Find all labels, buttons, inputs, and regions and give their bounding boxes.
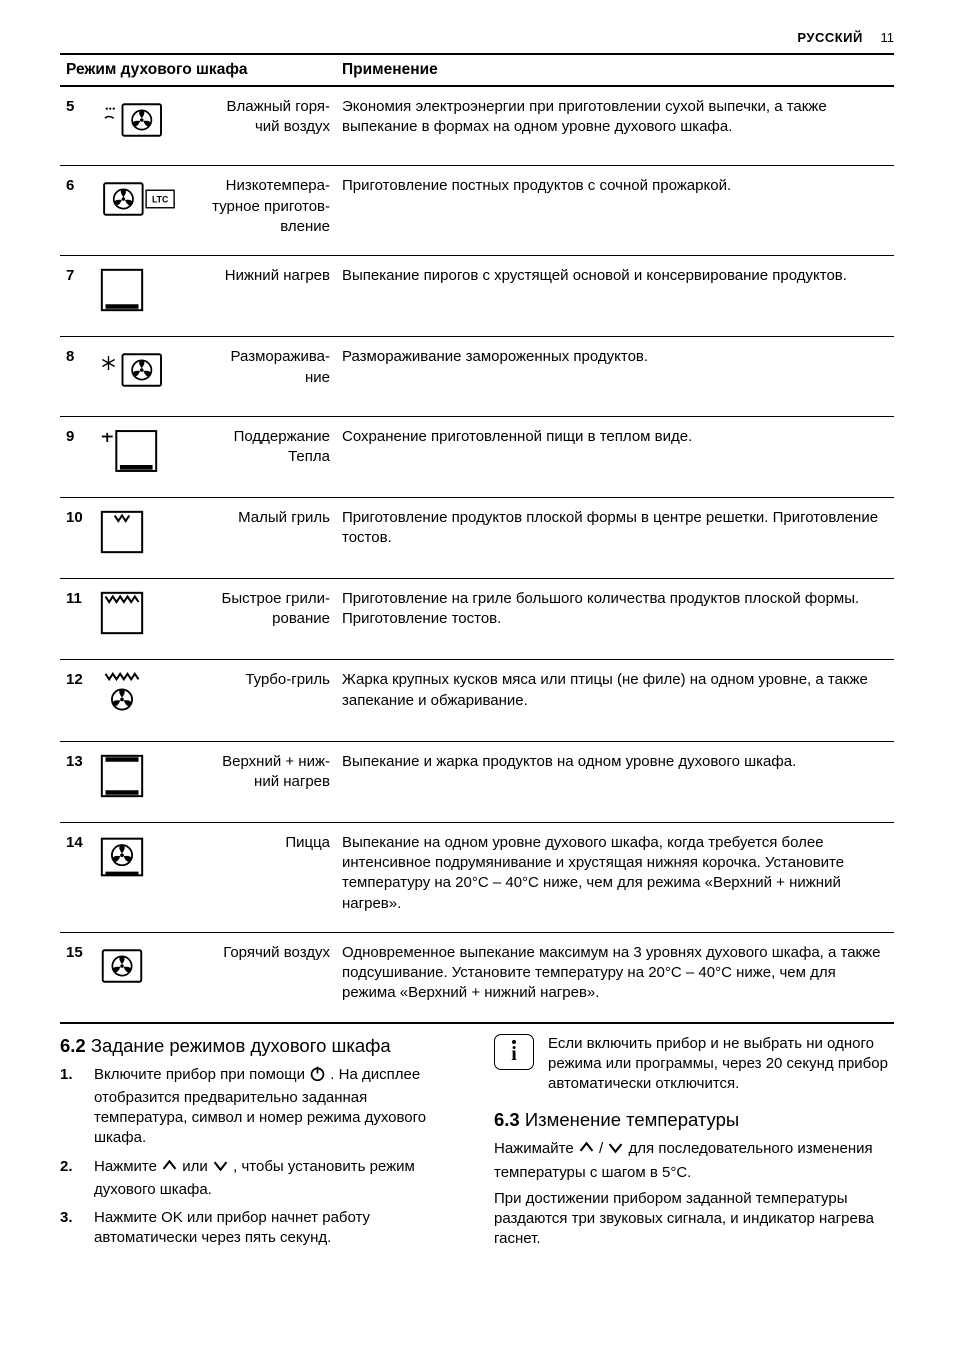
mode-name: Турбо-гриль xyxy=(186,660,336,741)
mode-application: Размораживание замороженных продуктов. xyxy=(336,337,894,416)
table-row: 12 Турбо-гриль Жарка крупных кусков мяса… xyxy=(60,660,894,741)
mode-application: Выпекание пирогов с хрустящей основой и … xyxy=(336,256,894,337)
table-head-apply: Применение xyxy=(336,54,894,86)
mode-name: Горячий воздух xyxy=(186,932,336,1022)
bottom-heat-icon xyxy=(100,268,144,318)
list-item: 2. Нажмите или , чтобы установить режим … xyxy=(60,1157,460,1201)
ok-label: OK xyxy=(161,1209,183,1226)
table-row: 6 Низкотемпера-турное приготов-вление Пр… xyxy=(60,166,894,256)
oven-modes-table: Режим духового шкафа Применение 5 Влажны… xyxy=(60,53,894,1024)
mode-application: Экономия электроэнергии при приготовлени… xyxy=(336,86,894,166)
table-head-mode: Режим духового шкафа xyxy=(60,54,336,86)
page-number: 11 xyxy=(881,30,895,45)
row-index: 7 xyxy=(60,256,94,337)
row-index: 13 xyxy=(60,741,94,822)
table-row: 14 Пицца Выпекание на одном уровне духов… xyxy=(60,822,894,932)
mode-application: Жарка крупных кусков мяса или птицы (не … xyxy=(336,660,894,741)
row-index: 15 xyxy=(60,932,94,1022)
mode-application: Выпекание на одном уровне духового шкафа… xyxy=(336,822,894,932)
moist-fan-icon xyxy=(100,99,166,147)
row-index: 5 xyxy=(60,86,94,166)
mode-name: Нижний нагрев xyxy=(186,256,336,337)
section-6-2-heading: 6.2 Задание режимов духового шкафа xyxy=(60,1034,460,1057)
table-row: 13 Верхний + ниж-ний нагрев Выпекание и … xyxy=(60,741,894,822)
mode-application: Приготовление постных продуктов с сочной… xyxy=(336,166,894,256)
mode-name: Быстрое грили-рование xyxy=(186,579,336,660)
row-index: 14 xyxy=(60,822,94,932)
table-row: 7 Нижний нагрев Выпекание пирогов с хрус… xyxy=(60,256,894,337)
keep-warm-icon xyxy=(100,429,158,479)
table-row: 5 Влажный горя-чий воздух Экономия элект… xyxy=(60,86,894,166)
page-header: РУССКИЙ 11 xyxy=(60,30,894,45)
chevron-up-icon xyxy=(578,1139,595,1162)
list-item: 1. Включите прибор при помощи . На диспл… xyxy=(60,1065,460,1149)
mode-name: Пицца xyxy=(186,822,336,932)
section-6-3-paragraph-2: При достижении прибором заданной темпера… xyxy=(494,1189,894,1250)
mode-application: Одновременное выпекание максимум на 3 ур… xyxy=(336,932,894,1022)
info-text: Если включить прибор и не выбрать ни одн… xyxy=(548,1034,894,1095)
row-index: 9 xyxy=(60,416,94,497)
mode-name: Влажный горя-чий воздух xyxy=(186,86,336,166)
mode-name: Верхний + ниж-ний нагрев xyxy=(186,741,336,822)
table-row: 15 Горячий воздух Одновременное выпекани… xyxy=(60,932,894,1022)
section-6-3-paragraph-1: Нажимайте / для последовательного измене… xyxy=(494,1139,894,1183)
power-icon xyxy=(309,1065,326,1088)
steps-list: 1. Включите прибор при помощи . На диспл… xyxy=(60,1065,460,1249)
table-row: 11 Быстрое грили-рование Приготовление н… xyxy=(60,579,894,660)
info-note: i Если включить прибор и не выбрать ни о… xyxy=(494,1034,894,1095)
row-index: 12 xyxy=(60,660,94,741)
mode-application: Приготовление продуктов плоской формы в … xyxy=(336,497,894,578)
language-label: РУССКИЙ xyxy=(797,30,863,45)
list-item: 3. Нажмите OK или прибор начнет работу а… xyxy=(60,1208,460,1249)
mode-application: Сохранение приготовленной пищи в теплом … xyxy=(336,416,894,497)
small-grill-icon xyxy=(100,510,144,560)
defrost-icon xyxy=(100,349,166,397)
turbo-grill-icon xyxy=(100,672,144,722)
row-index: 8 xyxy=(60,337,94,416)
ltc-icon xyxy=(100,178,180,226)
row-index: 11 xyxy=(60,579,94,660)
mode-name: Малый гриль xyxy=(186,497,336,578)
mode-name: ПоддержаниеТепла xyxy=(186,416,336,497)
info-icon: i xyxy=(494,1034,534,1070)
top-bottom-heat-icon xyxy=(100,754,144,804)
hot-air-icon xyxy=(100,945,144,993)
table-row: 8 Разморажива-ние Размораживание заморож… xyxy=(60,337,894,416)
section-6-3-heading: 6.3 Изменение температуры xyxy=(494,1108,894,1131)
fast-grill-icon xyxy=(100,591,144,641)
mode-name: Низкотемпера-турное приготов-вление xyxy=(186,166,336,256)
row-index: 6 xyxy=(60,166,94,256)
chevron-down-icon xyxy=(607,1139,624,1162)
mode-application: Приготовление на гриле большого количест… xyxy=(336,579,894,660)
chevron-down-icon xyxy=(212,1157,229,1180)
table-row: 9 ПоддержаниеТепла Сохранение приготовле… xyxy=(60,416,894,497)
chevron-up-icon xyxy=(161,1157,178,1180)
row-index: 10 xyxy=(60,497,94,578)
table-row: 10 Малый гриль Приготовление продуктов п… xyxy=(60,497,894,578)
mode-application: Выпекание и жарка продуктов на одном уро… xyxy=(336,741,894,822)
pizza-icon xyxy=(100,835,144,885)
mode-name: Разморажива-ние xyxy=(186,337,336,416)
